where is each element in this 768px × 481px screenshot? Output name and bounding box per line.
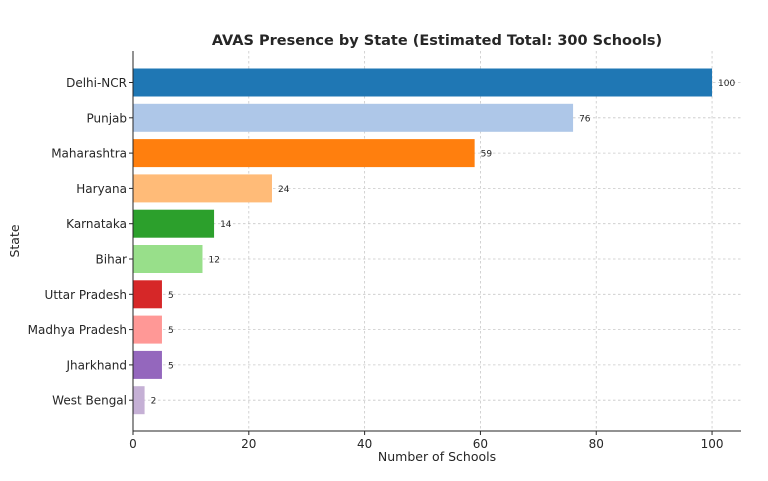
category-label: Haryana	[76, 182, 127, 196]
category-label: Jharkhand	[65, 358, 127, 372]
chart-title: AVAS Presence by State (Estimated Total:…	[212, 33, 662, 49]
category-label: Madhya Pradesh	[28, 323, 127, 337]
bar	[133, 315, 162, 344]
x-tick-label: 20	[241, 437, 256, 451]
bar	[133, 174, 272, 203]
bars	[133, 68, 713, 415]
x-tick-label: 80	[589, 437, 604, 451]
data-label: 76	[579, 114, 591, 124]
x-axis-label: Number of Schools	[378, 449, 496, 464]
category-label: Maharashtra	[51, 147, 127, 161]
x-tick-label: 100	[701, 437, 724, 451]
data-label: 59	[481, 150, 493, 160]
bar	[133, 209, 215, 238]
bar	[133, 280, 162, 309]
data-label: 14	[220, 220, 232, 230]
data-label: 5	[168, 291, 174, 301]
data-label: 5	[168, 326, 174, 336]
data-label: 24	[278, 185, 290, 195]
category-label: Punjab	[86, 111, 127, 125]
data-label: 5	[168, 361, 174, 371]
axis-spines	[132, 51, 741, 432]
y-axis-label: State	[7, 224, 22, 257]
data-label: 100	[718, 79, 735, 89]
bar	[133, 103, 574, 132]
bar	[133, 245, 203, 273]
category-label: Uttar Pradesh	[45, 288, 127, 302]
data-label: 2	[151, 397, 157, 407]
x-tick-labels: 0 20 40 60 80 100	[129, 431, 724, 451]
bar	[133, 386, 145, 415]
bar	[133, 139, 475, 168]
category-label: West Bengal	[52, 394, 127, 408]
category-label: Delhi-NCR	[66, 76, 127, 90]
bar	[133, 350, 162, 379]
x-tick-label: 0	[129, 437, 137, 451]
data-label: 12	[208, 256, 219, 266]
data-labels: 100 76 59 24 14 12 5 5 5 2	[151, 79, 736, 407]
category-label: Karnataka	[66, 217, 127, 231]
category-label: Bihar	[96, 253, 128, 267]
x-tick-label: 60	[473, 437, 488, 451]
bar	[133, 68, 713, 97]
category-labels: Delhi-NCR Punjab Maharashtra Haryana Karnata…	[28, 76, 133, 408]
x-tick-label: 40	[357, 437, 372, 451]
